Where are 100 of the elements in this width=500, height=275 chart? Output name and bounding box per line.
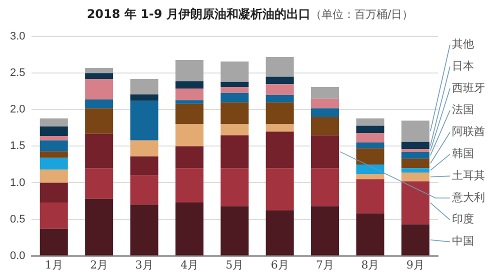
- bar: [175, 88, 204, 100]
- bar: [40, 151, 68, 158]
- bar: [130, 78, 158, 94]
- bar: [311, 135, 340, 168]
- bar: [311, 98, 340, 108]
- bar: [85, 78, 114, 100]
- bar: [356, 133, 384, 143]
- text: 西班牙: [452, 81, 485, 94]
- bar: [401, 142, 430, 150]
- bar: [311, 87, 340, 99]
- bar: [266, 124, 294, 132]
- bar: [266, 132, 294, 168]
- bar: [311, 116, 340, 136]
- bar: [175, 60, 204, 82]
- bar: [266, 210, 294, 256]
- bar: [401, 120, 430, 142]
- bar: [266, 57, 294, 77]
- bar: [220, 82, 249, 88]
- y-tick-label: 2.0: [10, 104, 26, 116]
- y-tick-label: 1.0: [10, 176, 26, 189]
- bar: [85, 198, 114, 256]
- bar: [40, 118, 68, 126]
- bar: [356, 118, 384, 126]
- y-tick-label: 2.5: [10, 67, 26, 80]
- bar: [220, 61, 249, 82]
- text: 法国: [452, 103, 474, 116]
- y-tick-label: 0.5: [10, 213, 26, 226]
- text: 印度: [452, 212, 474, 226]
- bar: [356, 148, 384, 164]
- x-tick-label: 3月: [135, 258, 154, 272]
- bar: [175, 100, 204, 104]
- bar: [85, 99, 114, 108]
- bar: [40, 126, 68, 136]
- bar: [266, 95, 294, 102]
- bar: [356, 213, 384, 256]
- chart-title: 2018 年 1-9 月伊朗原油和凝析油的出口: [86, 7, 310, 21]
- bar: [311, 168, 340, 206]
- bar: [401, 168, 430, 173]
- bar: [175, 202, 204, 256]
- bar: [130, 140, 158, 156]
- text: 韩国: [452, 147, 474, 160]
- bar: [220, 87, 249, 93]
- x-tick-label: 9月: [406, 258, 424, 272]
- y-tick-label: 0.0: [10, 250, 26, 262]
- x-tick-label: 7月: [316, 258, 334, 272]
- x-tick-label: 2月: [90, 258, 108, 272]
- bar: [266, 102, 294, 124]
- bar: [401, 152, 430, 159]
- bar: [266, 168, 294, 210]
- bar: [356, 179, 384, 214]
- bar: [356, 142, 384, 148]
- y-tick-label: 3.0: [10, 30, 26, 43]
- bar: [130, 175, 158, 205]
- x-tick-label: 1月: [44, 258, 63, 272]
- bar: [40, 202, 68, 229]
- bar: [40, 228, 68, 256]
- text: 中国: [452, 234, 474, 248]
- bar: [311, 206, 340, 256]
- bar: [40, 158, 68, 170]
- bar: [85, 68, 114, 74]
- bar: [356, 164, 384, 174]
- bar: [40, 170, 68, 183]
- x-tick-label: 6月: [270, 258, 289, 272]
- bar: [40, 182, 68, 202]
- bar: [130, 204, 158, 256]
- text: 其他: [452, 37, 474, 50]
- bar: [356, 126, 384, 134]
- bar: [85, 73, 114, 79]
- bar: [220, 135, 249, 168]
- bar: [220, 124, 249, 136]
- bar: [401, 172, 430, 182]
- text: 日本: [452, 59, 474, 72]
- bar: [220, 206, 249, 256]
- bar: [175, 146, 204, 168]
- bar: [220, 168, 249, 206]
- text: 意大利: [451, 190, 485, 204]
- bar: [175, 81, 204, 88]
- bar: [85, 108, 114, 134]
- bar: [266, 76, 294, 84]
- chart-subtitle: （单位：百万桶/日）: [310, 8, 414, 21]
- bar: [401, 224, 430, 256]
- bar: [40, 140, 68, 152]
- bar: [175, 104, 204, 124]
- bar: [130, 100, 158, 140]
- bar: [85, 134, 114, 168]
- y-tick-label: 1.5: [10, 140, 26, 152]
- bar: [220, 102, 249, 124]
- bar: [356, 174, 384, 180]
- bar: [401, 149, 430, 152]
- bar: [401, 181, 430, 224]
- bar: [130, 156, 158, 176]
- bar: [85, 168, 114, 199]
- bar: [40, 136, 68, 140]
- bar: [175, 168, 204, 202]
- text: 阿联酋: [452, 125, 485, 138]
- bar: [220, 92, 249, 102]
- bar: [311, 108, 340, 117]
- bar: [175, 124, 204, 146]
- text: 土耳其: [452, 168, 485, 182]
- bar: [266, 84, 294, 96]
